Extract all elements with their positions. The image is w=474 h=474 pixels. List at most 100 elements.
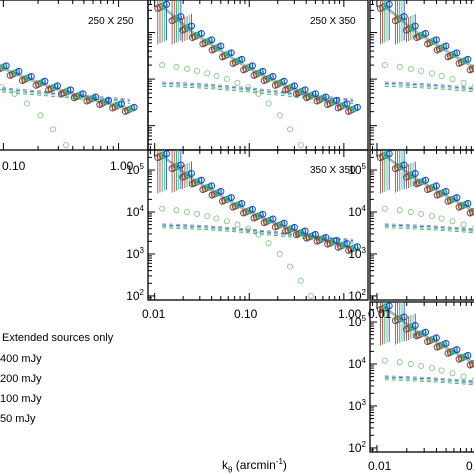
poisson-point <box>438 73 445 79</box>
x-axis-label-theta: θ <box>228 465 233 474</box>
x-tick-label-0.01-mid: 0.01 <box>142 307 166 321</box>
data-point <box>471 207 474 215</box>
poisson-point <box>449 218 456 225</box>
data-point <box>280 219 288 227</box>
clustering-line <box>384 375 474 382</box>
y-tick-label: 103 <box>348 398 366 413</box>
data-point <box>311 90 319 98</box>
data-point <box>332 237 340 245</box>
clustering-line <box>384 82 474 90</box>
data-point <box>2 62 10 70</box>
poisson-point <box>276 251 283 257</box>
legend-entry-100: 100 mJy <box>0 393 42 405</box>
poisson-point <box>223 218 230 225</box>
poisson-point <box>173 207 180 214</box>
panel-title-250x350: 250 X 350 <box>310 16 356 27</box>
y-tick-exponent: 3 <box>362 246 367 255</box>
data-point <box>400 161 408 169</box>
data-point <box>290 82 298 90</box>
poisson-point <box>213 215 220 222</box>
poisson-point <box>204 70 211 77</box>
legend-entry-400: 400 mJy <box>0 353 42 365</box>
data-point <box>332 96 340 104</box>
data-point <box>53 82 61 90</box>
clustering-line <box>384 225 474 232</box>
y-tick-exponent: 2 <box>362 288 367 297</box>
data-point <box>301 86 309 94</box>
poisson-point <box>407 361 414 367</box>
poisson-point <box>449 370 456 377</box>
data-point <box>400 13 408 21</box>
data-point <box>197 30 205 38</box>
poisson-point <box>213 73 220 79</box>
clustering-line <box>384 379 474 386</box>
data-point <box>27 73 35 81</box>
x-axis-label-k: k <box>222 458 228 472</box>
data-point <box>385 0 393 8</box>
legend-entry-extended: Extended sources only <box>2 332 113 344</box>
poisson-point <box>276 112 283 119</box>
poisson-point <box>159 62 166 69</box>
poisson-point <box>184 209 191 215</box>
y-tick-label: 102 <box>348 440 366 455</box>
poisson-point <box>297 142 304 148</box>
poisson-point <box>50 126 57 133</box>
data-point <box>385 302 393 310</box>
poisson-point <box>381 357 388 364</box>
poisson-point <box>204 213 211 220</box>
poisson-point <box>297 277 304 284</box>
poisson-point <box>396 359 403 366</box>
y-tick-exponent: 4 <box>140 204 145 213</box>
x-tick-label-0.1-right-bottom: 0.10 <box>466 459 474 473</box>
poisson-point <box>460 373 467 380</box>
data-point <box>187 22 195 30</box>
poisson-point <box>0 84 5 91</box>
y-tick-label: 103 <box>126 246 144 261</box>
data-point <box>227 49 235 57</box>
data-point <box>227 194 235 202</box>
data-point <box>464 351 472 359</box>
y-tick-exponent: 2 <box>362 440 367 449</box>
x-tick-label-0.10-left: 0.10 <box>2 159 26 173</box>
poisson-point <box>429 70 435 77</box>
poisson-point <box>234 79 241 86</box>
data-point <box>411 322 419 330</box>
legend-label-50: 50 mJy <box>0 413 36 425</box>
clustering-line <box>384 85 474 93</box>
clustering-line <box>384 224 474 231</box>
y-tick-exponent: 5 <box>362 162 367 171</box>
data-point <box>163 150 171 158</box>
poisson-point <box>265 100 272 107</box>
data-point <box>453 194 461 202</box>
legend-entry-200: 200 mJy <box>0 373 42 385</box>
poisson-point <box>234 221 241 228</box>
y-tick-exponent: 3 <box>140 246 145 255</box>
legend-label-100: 100 mJy <box>0 393 42 405</box>
poisson-point <box>194 210 200 217</box>
x-axis-label-close: ) <box>282 458 287 472</box>
data-point <box>311 230 319 238</box>
data-point <box>411 22 419 30</box>
data-point <box>15 67 23 75</box>
data-point <box>343 240 351 248</box>
poisson-point <box>429 213 435 220</box>
data-point <box>471 64 474 72</box>
clustering-line <box>384 376 474 383</box>
data-point <box>290 223 298 231</box>
data-point <box>105 96 113 104</box>
data-point <box>422 328 430 336</box>
data-point <box>343 100 351 108</box>
x-tick-label-0.01-right-bottom: 0.01 <box>368 459 392 473</box>
poisson-point <box>381 62 388 69</box>
data-point <box>248 62 256 70</box>
poisson-point <box>37 112 44 119</box>
poisson-point <box>418 210 425 217</box>
poisson-point <box>255 231 262 238</box>
data-point <box>259 67 267 75</box>
poisson-point <box>11 90 18 97</box>
data-point <box>322 93 330 101</box>
data-point <box>280 77 288 85</box>
poisson-point <box>287 126 294 133</box>
